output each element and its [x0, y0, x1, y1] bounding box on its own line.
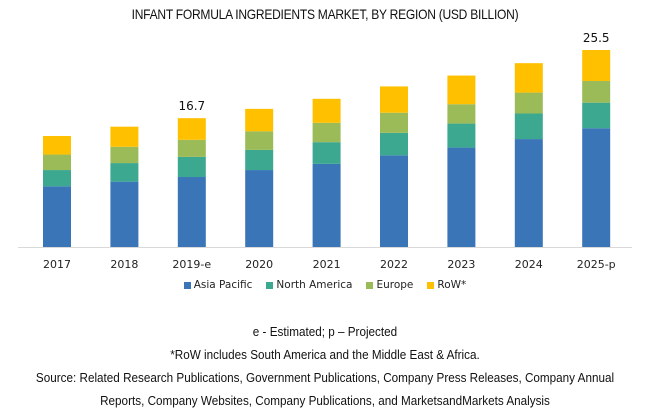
bar-2019-e-row [177, 118, 206, 140]
x-tick-label: 2018 [110, 258, 138, 271]
legend-item-north-america: North America [266, 279, 352, 291]
x-tick-labels: 2017 2018 2019-e 2020 2021 2022 2023 2024 2025-p [43, 258, 616, 271]
row-note: *RoW includes South America and the Midd… [170, 347, 480, 362]
stacked-bar-chart: 2017 2018 2019-e 2020 2021 2022 2023 2024 2025-p… [18, 31, 632, 271]
bar-2020-row [245, 108, 274, 132]
legend-label: Asia Pacific [193, 279, 253, 291]
data-label-total: 16.7 [178, 99, 205, 113]
abbrev-note: e - Estimated; p – Projected [252, 324, 398, 339]
bar-2019-e-asia-pacific [177, 177, 206, 248]
bar-2023-europe [447, 104, 476, 124]
bar-2021-north-america [312, 142, 341, 164]
bar-2018-europe [110, 146, 139, 164]
legend-label: RoW* [437, 279, 467, 291]
bar-2025-p-europe [582, 80, 611, 103]
data-label-total: 25.5 [583, 31, 610, 45]
bar-2022-asia-pacific [380, 155, 408, 248]
bar-2024-europe [514, 92, 543, 114]
x-tick-label: 2022 [380, 258, 408, 271]
bar-2022-row [380, 86, 408, 113]
x-tick-label: 2023 [447, 258, 475, 271]
bar-2023-asia-pacific [447, 147, 476, 248]
bar-2021-asia-pacific [312, 163, 341, 248]
legend-label: North America [276, 279, 353, 291]
legend: Asia Pacific North America Europe RoW* [0, 279, 650, 291]
x-tick-label: 2025-p [577, 258, 616, 271]
legend-label: Europe [376, 279, 414, 291]
bar-2021-row [312, 98, 341, 123]
bar-2017-europe [43, 154, 71, 171]
x-tick-label: 2019-e [172, 258, 211, 271]
legend-swatch [366, 281, 374, 289]
bar-2019-e-europe [177, 139, 206, 157]
footnotes: e - Estimated; p – Projected *RoW includ… [0, 320, 650, 412]
bar-2017-row [43, 135, 71, 155]
bar-2025-p-asia-pacific [582, 128, 611, 248]
x-tick-label: 2021 [313, 258, 341, 271]
x-tick-label: 2017 [43, 258, 71, 271]
bar-2025-p-north-america [582, 102, 611, 129]
bar-2017-asia-pacific [43, 186, 71, 248]
legend-item-row: RoW* [427, 279, 466, 291]
x-tick-label: 2024 [515, 258, 543, 271]
bar-2020-europe [245, 131, 274, 150]
bars-group [43, 50, 611, 248]
bar-2024-asia-pacific [514, 139, 543, 248]
bar-2023-row [447, 75, 476, 105]
legend-swatch [266, 281, 274, 289]
data-labels: 16.7 25.5 [178, 31, 609, 113]
source-line-1: Source: Related Research Publications, G… [35, 370, 615, 385]
chart-title: INFANT FORMULA INGREDIENTS MARKET, BY RE… [131, 6, 519, 22]
x-tick-label: 2020 [245, 258, 273, 271]
bar-2018-asia-pacific [110, 181, 139, 248]
bar-2022-europe [380, 112, 408, 133]
bar-2018-north-america [110, 163, 139, 182]
bar-2025-p-row [582, 50, 611, 81]
bar-2022-north-america [380, 132, 408, 156]
bar-2019-e-north-america [177, 156, 206, 178]
bar-2020-asia-pacific [245, 170, 274, 248]
bar-2024-row [514, 63, 543, 93]
bar-2020-north-america [245, 149, 274, 171]
bar-2023-north-america [447, 123, 476, 148]
source-line-2: Reports, Company Websites, Company Publi… [100, 393, 550, 408]
bar-2018-row [110, 126, 139, 147]
bar-2021-europe [312, 122, 341, 143]
legend-item-europe: Europe [366, 279, 413, 291]
legend-item-asia-pacific: Asia Pacific [183, 279, 253, 291]
legend-swatch [183, 281, 191, 289]
legend-swatch [427, 281, 435, 289]
bar-2024-north-america [514, 113, 543, 140]
bar-2017-north-america [43, 170, 71, 187]
